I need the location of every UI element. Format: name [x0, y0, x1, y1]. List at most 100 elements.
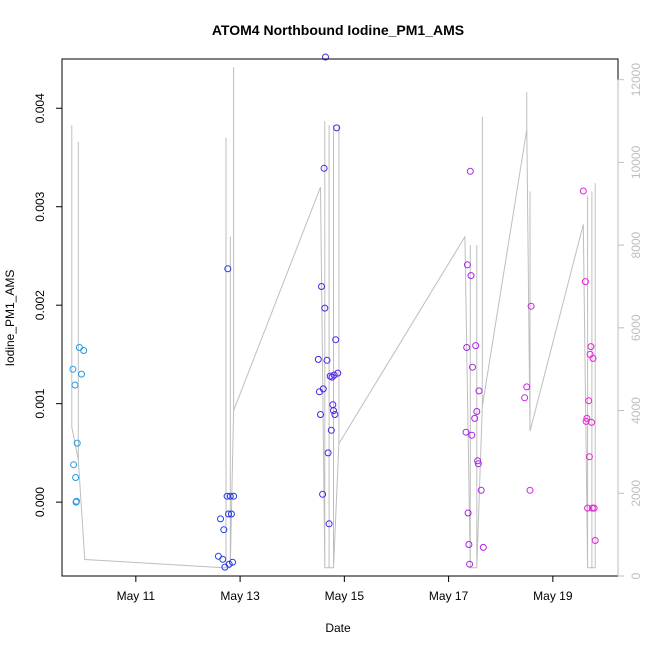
plot-frame	[61, 58, 619, 577]
data-point	[477, 486, 485, 494]
data-point	[589, 354, 597, 362]
data-point	[591, 537, 599, 544]
data-point	[70, 461, 78, 469]
x-tick-label: May 19	[533, 589, 573, 603]
data-point	[475, 387, 483, 395]
data-point	[73, 439, 81, 447]
data-point	[325, 520, 333, 528]
y2-axis: 0 2000 4000 6000 8000 10000 12000	[617, 63, 643, 579]
data-point	[229, 558, 236, 566]
data-point	[471, 414, 479, 422]
data-point	[73, 497, 80, 505]
data-point	[323, 356, 331, 364]
data-point	[219, 555, 227, 563]
y2-tick-label: 0	[629, 572, 643, 579]
data-point	[479, 543, 487, 551]
y-axis: 0.000 0.001 0.002 0.003 0.004	[33, 93, 62, 517]
data-point	[329, 401, 337, 409]
data-point	[319, 385, 327, 393]
data-point	[467, 272, 475, 280]
data-point	[80, 347, 88, 354]
data-point	[214, 552, 222, 560]
data-point	[224, 265, 232, 273]
data-point	[590, 504, 598, 512]
data-point	[317, 411, 324, 418]
data-point	[220, 526, 228, 534]
y2-tick-label: 8000	[629, 231, 643, 258]
data-point	[583, 414, 591, 422]
data-point	[462, 428, 470, 436]
data-point	[526, 486, 534, 494]
data-point	[579, 187, 587, 195]
data-point	[319, 490, 327, 498]
y-tick-label: 0.004	[33, 93, 47, 123]
y2-tick-label: 2000	[629, 480, 643, 507]
y2-tick-label: 6000	[629, 314, 643, 341]
data-point	[581, 278, 589, 286]
data-point	[469, 363, 476, 371]
data-point	[320, 164, 328, 172]
y-tick-label: 0.002	[33, 290, 47, 320]
data-point	[464, 509, 472, 517]
data-point	[334, 369, 342, 377]
y-tick-label: 0.000	[33, 487, 47, 517]
data-point	[328, 373, 336, 381]
x-tick-label: May 11	[117, 589, 156, 603]
data-point	[463, 344, 471, 351]
data-point	[230, 492, 238, 500]
data-point	[588, 418, 596, 426]
data-point	[75, 344, 83, 351]
data-point	[322, 53, 329, 61]
data-point	[474, 457, 482, 465]
data-point	[521, 394, 529, 402]
data-point	[527, 302, 535, 310]
data-point	[585, 397, 593, 405]
data-point	[227, 510, 235, 518]
data-point	[468, 431, 476, 439]
y-tick-label: 0.003	[33, 191, 47, 221]
data-point	[585, 453, 593, 461]
data-point	[217, 515, 224, 523]
data-point	[466, 560, 474, 568]
chart-title: ATOM4 Northbound Iodine_PM1_AMS	[212, 22, 464, 38]
scatter-points	[69, 53, 599, 571]
data-point	[71, 381, 79, 389]
x-axis: May 11 May 13 May 15 May 17 May 19	[117, 576, 573, 603]
y-axis-title: Iodine_PM1_AMS	[3, 270, 17, 367]
data-point	[463, 261, 471, 269]
data-point	[473, 408, 481, 415]
y2-tick-label: 12000	[629, 63, 643, 97]
x-tick-label: May 13	[220, 589, 260, 603]
y-tick-label: 0.001	[33, 388, 47, 418]
data-point	[474, 460, 482, 468]
gray-line-series	[71, 67, 596, 569]
data-point	[587, 343, 595, 351]
data-point	[327, 426, 335, 434]
data-point	[314, 355, 322, 363]
data-point	[221, 563, 229, 571]
data-point	[472, 342, 480, 350]
data-point	[69, 365, 77, 373]
x-tick-label: May 15	[325, 589, 365, 603]
data-point	[330, 407, 337, 415]
gray-line-path	[71, 67, 596, 569]
data-point	[318, 283, 325, 290]
y2-tick-label: 10000	[629, 145, 643, 179]
data-point	[330, 371, 338, 379]
x-axis-title: Date	[325, 621, 351, 635]
data-point	[225, 510, 232, 518]
data-point	[523, 383, 531, 391]
data-point	[331, 411, 339, 418]
data-point	[324, 449, 332, 457]
y2-tick-label: 4000	[629, 397, 643, 424]
x-tick-label: May 17	[429, 589, 469, 603]
data-point	[226, 492, 234, 500]
data-point	[465, 541, 473, 548]
data-point	[321, 304, 329, 312]
data-point	[466, 167, 474, 175]
data-point	[72, 474, 80, 481]
data-point	[332, 336, 340, 344]
data-point	[78, 370, 85, 378]
data-point	[333, 124, 341, 132]
